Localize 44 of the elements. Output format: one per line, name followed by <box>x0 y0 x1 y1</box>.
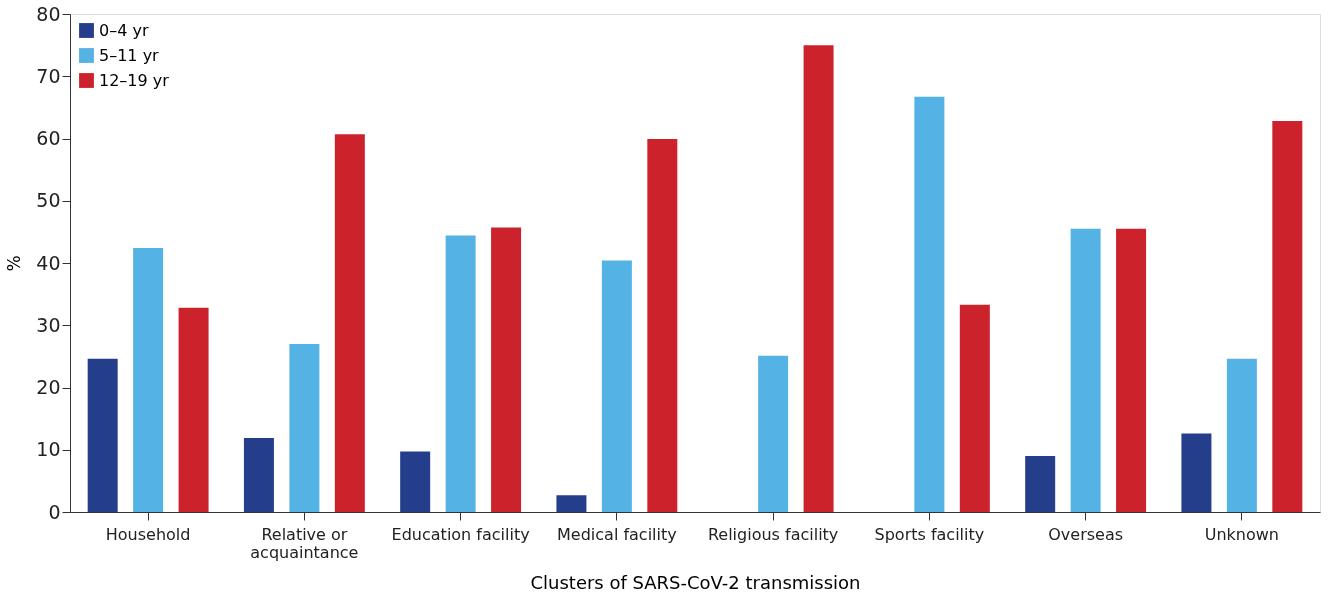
bar <box>445 235 476 512</box>
bar <box>400 451 431 512</box>
bar <box>133 248 164 512</box>
bar <box>334 134 365 512</box>
bar <box>289 343 320 512</box>
x-tick-label: Sports facility <box>874 524 985 544</box>
legend-label: 12–19 yr <box>99 70 170 90</box>
bar <box>601 260 632 512</box>
x-tick-label: Religious facility <box>707 524 839 544</box>
bar <box>556 495 587 512</box>
y-tick-label: 80 <box>36 2 61 25</box>
legend-label: 0–4 yr <box>99 20 149 40</box>
bar <box>758 355 789 512</box>
x-tick-label: Household <box>105 524 191 544</box>
bar <box>1272 121 1303 512</box>
bar <box>959 304 990 512</box>
y-tick-label: 0 <box>48 500 61 523</box>
bar <box>1025 455 1056 512</box>
bar <box>1116 228 1147 512</box>
bar <box>803 45 834 512</box>
bar <box>1070 228 1101 512</box>
bar <box>243 437 274 512</box>
y-tick-label: 10 <box>36 438 61 461</box>
bar <box>914 96 945 512</box>
x-tick-label: Medical facility <box>557 524 677 544</box>
y-tick-label: 40 <box>36 251 61 274</box>
y-tick-label: 20 <box>36 376 61 398</box>
x-tick-label: Relative or acquaintance <box>250 524 359 562</box>
bar <box>1226 358 1257 512</box>
x-tick-label: Unknown <box>1204 524 1280 544</box>
y-tick-label: 30 <box>36 313 61 336</box>
y-tick-label: 60 <box>36 127 61 149</box>
bar <box>491 227 522 512</box>
bar <box>1181 433 1212 512</box>
y-tick-label: 70 <box>36 64 61 87</box>
y-axis-title: % <box>4 255 25 272</box>
y-tick-label: 50 <box>36 189 61 212</box>
bar <box>178 307 209 512</box>
legend-label: 5–11 yr <box>99 45 160 65</box>
x-axis-title: Clusters of SARS-CoV-2 transmission <box>530 571 861 593</box>
x-tick-label: Education facility <box>391 524 530 544</box>
bar <box>87 358 118 512</box>
bar <box>647 139 678 512</box>
x-tick-label: Overseas <box>1048 524 1124 544</box>
